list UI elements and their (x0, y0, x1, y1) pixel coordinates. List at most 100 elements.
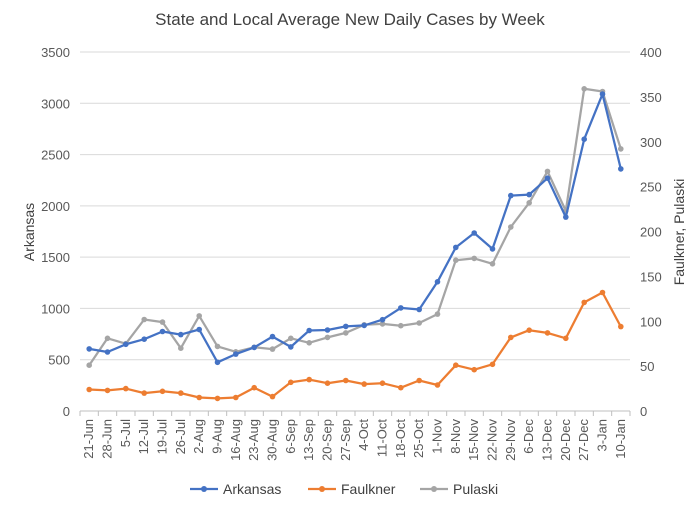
left-y-tick-label: 1500 (41, 250, 70, 265)
x-tick-label: 1-Nov (430, 419, 445, 454)
x-tick-label: 28-Jun (100, 419, 115, 459)
arkansas-point (141, 336, 147, 343)
arkansas-point (618, 166, 624, 172)
x-tick-label: 23-Aug (246, 419, 261, 461)
legend-swatch-marker (201, 486, 207, 492)
faulkner-line (89, 291, 622, 400)
pulaski-point (526, 200, 532, 206)
left-y-tick-label: 500 (48, 353, 70, 368)
x-tick-label: 9-Aug (210, 419, 225, 454)
arkansas-point (526, 191, 532, 198)
legend-item-pulaski: Pulaski (420, 481, 498, 497)
pulaski-point (471, 255, 478, 262)
faulkner-point (269, 393, 276, 400)
faulkner-point (306, 376, 313, 383)
arkansas-point (489, 246, 496, 252)
x-tick-label: 2-Aug (191, 419, 206, 454)
series-faulkner (86, 289, 624, 402)
faulkner-point (178, 390, 184, 396)
faulkner-point (599, 289, 606, 296)
x-tick-label: 6-Sep (283, 419, 298, 454)
pulaski-point (544, 168, 551, 175)
legend-item-arkansas: Arkansas (190, 481, 281, 497)
arkansas-point (288, 344, 294, 350)
faulkner-point (398, 384, 404, 391)
faulkner-point (343, 377, 349, 384)
legend-swatch-marker (431, 486, 437, 492)
x-tick-label: 27-Sep (338, 419, 353, 461)
x-tick-label: 19-Jul (155, 419, 170, 455)
x-tick-label: 18-Oct (393, 419, 408, 458)
faulkner-point (434, 382, 441, 388)
faulkner-point (471, 366, 478, 373)
pulaski-point (343, 330, 349, 336)
x-tick-label: 10-Jan (613, 419, 628, 459)
arkansas-point (416, 306, 423, 313)
left-y-axis-label: Arkansas (21, 203, 37, 261)
left-y-tick-label: 1000 (41, 301, 70, 316)
right-y-tick-label: 0 (640, 404, 647, 419)
faulkner-point (544, 330, 551, 336)
arkansas-point (214, 359, 221, 366)
pulaski-point (618, 146, 624, 152)
arkansas-point (581, 136, 587, 142)
x-tick-label: 30-Aug (265, 419, 280, 461)
x-tick-label: 15-Nov (466, 419, 481, 461)
faulkner-point (141, 390, 147, 396)
x-tick-label: 11-Oct (375, 419, 390, 457)
arkansas-point (434, 279, 441, 285)
right-y-tick-label: 50 (640, 359, 654, 374)
x-tick-label: 5-Jul (118, 419, 133, 447)
faulkner-point (288, 379, 294, 386)
faulkner-point (618, 323, 624, 330)
pulaski-point (159, 319, 166, 325)
right-y-tick-label: 150 (640, 269, 662, 284)
pulaski-point (379, 321, 386, 327)
pulaski-point (324, 334, 331, 341)
faulkner-point (123, 385, 129, 392)
series-arkansas (86, 91, 624, 366)
x-tick-label: 13-Dec (540, 419, 555, 461)
gridlines (80, 51, 630, 361)
arkansas-point (563, 214, 569, 220)
arkansas-point (159, 328, 166, 335)
arkansas-point (269, 333, 276, 340)
faulkner-point (526, 327, 532, 334)
x-tick-label: 3-Jan (595, 419, 610, 452)
arkansas-point (361, 322, 368, 329)
x-tick-label: 27-Dec (576, 419, 591, 461)
pulaski-point (196, 313, 202, 319)
legend-label: Faulkner (341, 481, 396, 497)
right-y-tick-label: 200 (640, 225, 662, 240)
chart-title: State and Local Average New Daily Cases … (155, 10, 545, 29)
faulkner-point (324, 380, 331, 387)
right-y-tick-label: 100 (640, 314, 662, 329)
x-axis-ticks: 21-Jun 28-Jun 5-Jul 12-Jul 19-Jul 26-Jul 2-Aug… (79, 411, 631, 461)
faulkner-point (214, 395, 221, 402)
arkansas-point (453, 244, 459, 251)
pulaski-point (453, 257, 459, 264)
faulkner-point (453, 362, 459, 369)
left-y-tick-label: 0 (63, 404, 70, 419)
faulkner-point (196, 394, 202, 401)
faulkner-point (361, 381, 368, 387)
right-y-tick-label: 300 (640, 135, 662, 150)
x-tick-label: 22-Nov (485, 419, 500, 461)
legend-swatch-marker (319, 486, 325, 492)
arkansas-point (379, 316, 386, 323)
series-layer (86, 86, 624, 402)
pulaski-point (104, 335, 111, 342)
arkansas-point (471, 230, 478, 236)
arkansas-point (306, 327, 313, 334)
x-tick-label: 16-Aug (228, 419, 243, 461)
x-tick-label: 6-Dec (521, 419, 536, 454)
x-tick-label: 25-Oct (411, 419, 426, 458)
faulkner-point (251, 384, 257, 391)
arkansas-point (544, 175, 551, 181)
x-tick-label: 8-Nov (448, 419, 463, 454)
right-y-axis-label: Faulkner, Pulaski (671, 179, 687, 286)
left-y-tick-label: 3000 (41, 96, 70, 111)
arkansas-point (196, 326, 202, 333)
